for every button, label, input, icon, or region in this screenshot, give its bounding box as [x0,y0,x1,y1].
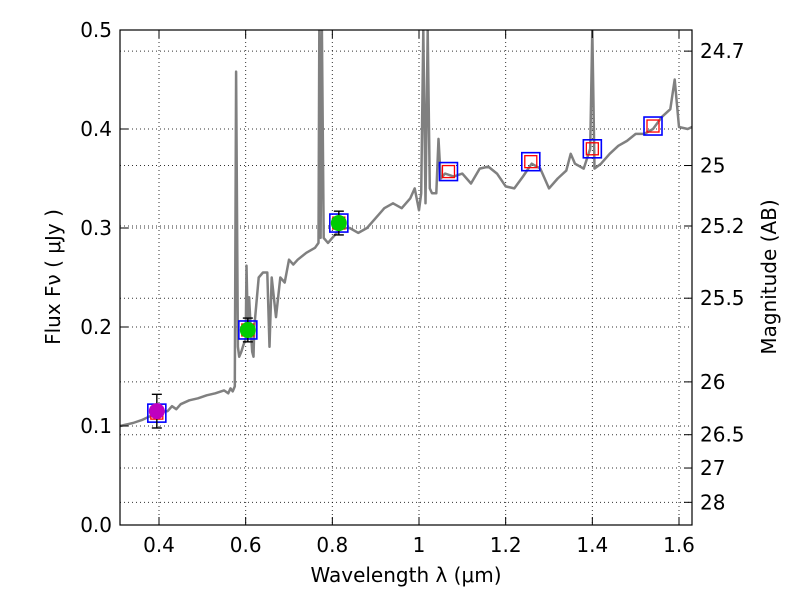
x-axis-title: Wavelength λ (μm) [310,563,501,587]
y-tick-label: 0.2 [80,315,112,339]
x-tick-label: 1.4 [576,533,608,557]
model-band-point [441,164,456,179]
magnitude-tick-label: 26.5 [700,423,745,447]
x-tick-label: 1.2 [490,533,522,557]
magnitude-tick-label: 25.2 [700,214,745,238]
model-band-point [646,119,660,133]
model-band-point [524,155,538,169]
axes-frame [119,29,693,526]
y-axis-title: Flux Fν ( μJy ) [41,209,65,345]
model-band-point [585,142,599,156]
y-tick-label: 0.3 [80,216,112,240]
x-tick-label: 0.6 [230,533,262,557]
plot-area [120,30,692,429]
x-tick-label: 0.4 [143,533,175,557]
model-band-box [582,139,603,159]
model-band-box [643,116,663,136]
magnitude-tick-label: 28 [700,490,725,514]
y-tick-label: 0.1 [80,414,112,438]
magnitude-tick-label: 25.5 [700,286,745,310]
optical-data-point [239,321,256,338]
magnitude-tick-label: 24.7 [700,39,745,63]
y-tick-label: 0.4 [80,117,112,141]
magnitude-tick-label: 26 [700,370,725,394]
x-tick-label: 1.6 [663,533,695,557]
y-tick-label: 0.5 [80,18,112,42]
magnitude-tick-label: 27 [700,456,725,480]
x-tick-label: 1 [413,533,426,557]
optical-data-point [330,215,347,232]
right-axis-title: Magnitude (AB) [757,199,781,354]
x-tick-label: 0.8 [316,533,348,557]
magnitude-tick-label: 25 [700,154,725,178]
axis-ticks: 0.4 0.6 0.8 1 1.2 1.4 1.6 0.0 0.1 0.2 0.3 0.4 0.5 24.… [80,18,744,557]
uv-data-point [148,403,165,420]
model-band-box [520,151,541,172]
y-tick-label: 0.0 [80,513,112,537]
model-band-box [438,161,459,182]
